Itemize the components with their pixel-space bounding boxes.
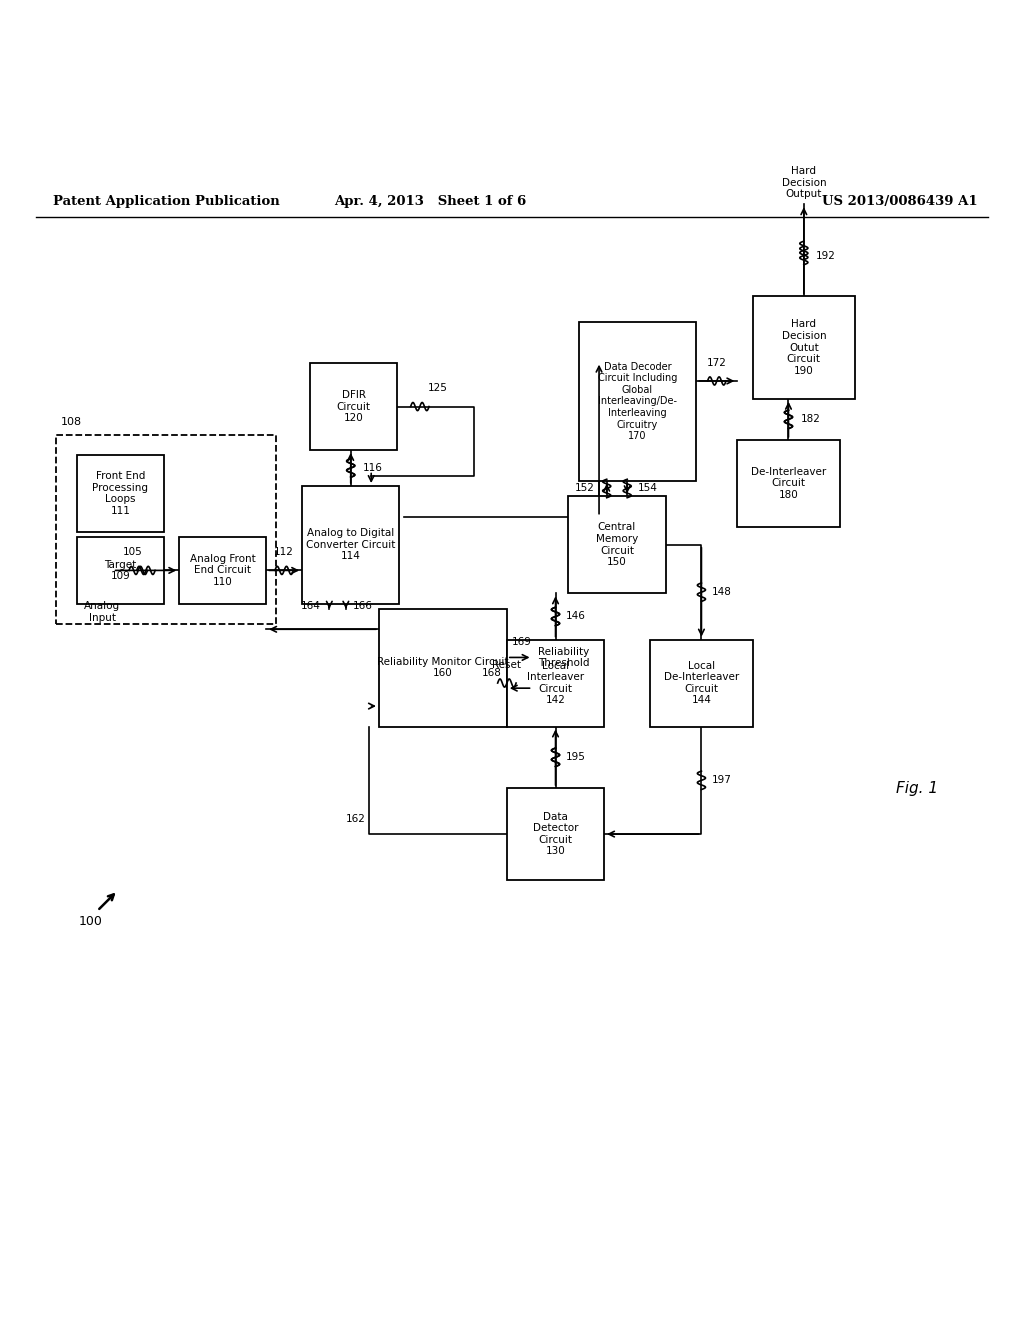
Bar: [56, 434, 276, 624]
Text: Front End
Processing
Loops
111: Front End Processing Loops 111: [92, 471, 148, 516]
Text: Hard
Decision
Output: Hard Decision Output: [781, 166, 826, 199]
Text: 125: 125: [428, 383, 447, 393]
Text: 172: 172: [707, 358, 727, 368]
Text: 152: 152: [574, 483, 594, 494]
Text: Analog
Input: Analog Input: [84, 601, 121, 623]
Bar: [179, 537, 266, 603]
Text: 182: 182: [801, 414, 820, 424]
Text: 148: 148: [712, 587, 731, 597]
Bar: [379, 609, 507, 726]
Bar: [579, 322, 696, 480]
Text: Local
Interleaver
Circuit
142: Local Interleaver Circuit 142: [527, 660, 584, 705]
Text: Reset: Reset: [493, 660, 521, 669]
Text: 166: 166: [353, 601, 373, 611]
Text: 162: 162: [346, 814, 366, 824]
Bar: [310, 363, 397, 450]
Text: Analog Front
End Circuit
110: Analog Front End Circuit 110: [189, 554, 256, 587]
Text: Reliability
Threshold: Reliability Threshold: [538, 647, 589, 668]
Text: 164: 164: [301, 601, 322, 611]
Bar: [302, 486, 399, 603]
Bar: [77, 537, 164, 603]
Text: 112: 112: [274, 546, 294, 557]
Text: Hard
Decision
Outut
Circuit
190: Hard Decision Outut Circuit 190: [781, 319, 826, 376]
Text: Patent Application Publication: Patent Application Publication: [53, 195, 280, 207]
Text: Apr. 4, 2013   Sheet 1 of 6: Apr. 4, 2013 Sheet 1 of 6: [334, 195, 526, 207]
Bar: [507, 639, 604, 726]
Bar: [568, 496, 666, 594]
Text: Reliability Monitor Circuit
160: Reliability Monitor Circuit 160: [377, 657, 509, 678]
Text: 116: 116: [362, 463, 383, 473]
Text: Local
De-Interleaver
Circuit
144: Local De-Interleaver Circuit 144: [664, 660, 739, 705]
Text: 195: 195: [565, 752, 586, 762]
Text: Central
Memory
Circuit
150: Central Memory Circuit 150: [596, 523, 638, 568]
Text: 146: 146: [565, 611, 586, 622]
Text: Data
Detector
Circuit
130: Data Detector Circuit 130: [532, 812, 579, 857]
Text: 154: 154: [637, 483, 657, 494]
Text: 197: 197: [712, 775, 731, 785]
Text: DFIR
Circuit
120: DFIR Circuit 120: [337, 389, 371, 424]
Bar: [753, 297, 855, 399]
Text: Data Decoder
Circuit Including
Global
Interleaving/De-
Interleaving
Circuitry
17: Data Decoder Circuit Including Global In…: [598, 362, 677, 441]
Bar: [77, 455, 164, 532]
Bar: [507, 788, 604, 880]
Text: De-Interleaver
Circuit
180: De-Interleaver Circuit 180: [751, 467, 826, 500]
Text: 192: 192: [816, 251, 836, 260]
Text: US 2013/0086439 A1: US 2013/0086439 A1: [822, 195, 978, 207]
Text: 105: 105: [123, 546, 143, 557]
Bar: [650, 639, 753, 726]
Text: 169: 169: [512, 638, 531, 647]
Text: 168: 168: [482, 668, 502, 678]
Bar: [737, 440, 840, 527]
Text: 100: 100: [78, 915, 102, 928]
Text: 108: 108: [60, 417, 82, 426]
Text: Fig. 1: Fig. 1: [896, 780, 938, 796]
Text: Analog to Digital
Converter Circuit
114: Analog to Digital Converter Circuit 114: [306, 528, 395, 561]
Text: Target
109: Target 109: [104, 560, 136, 581]
